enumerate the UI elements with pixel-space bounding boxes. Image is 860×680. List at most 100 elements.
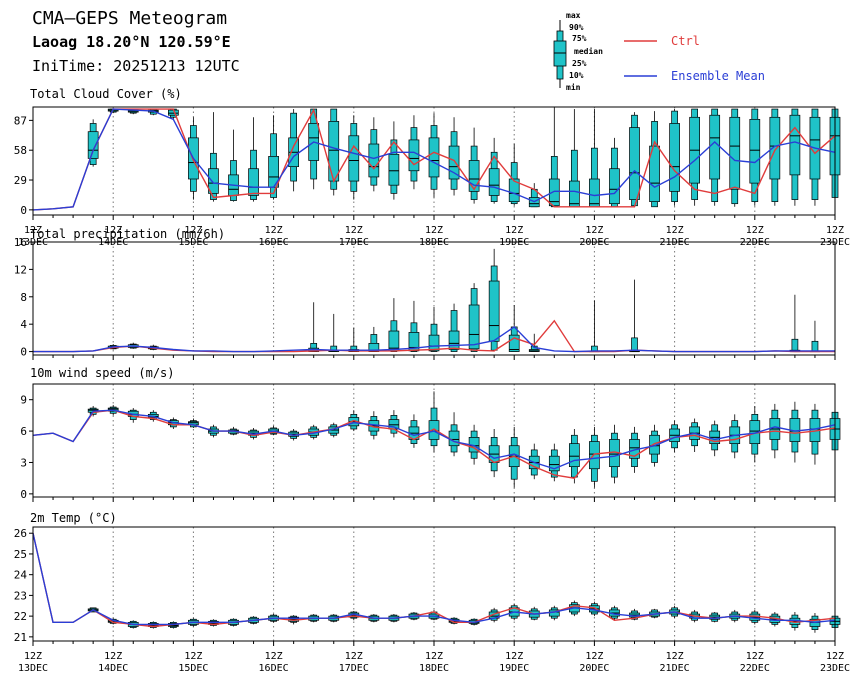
- x-tick-label-hour: 12Z: [345, 225, 363, 236]
- box-inner: [488, 168, 500, 196]
- y-tick-label: 22: [14, 610, 27, 623]
- box-inner: [428, 420, 440, 440]
- y-tick-label: 23: [14, 589, 27, 602]
- boxplot: [388, 121, 400, 200]
- legend-box-label: 90%: [569, 23, 584, 32]
- boxplot: [428, 307, 440, 352]
- box-inner: [348, 135, 360, 182]
- box-outer: [811, 340, 819, 352]
- box-inner: [368, 143, 380, 178]
- boxplot: [388, 410, 400, 438]
- box-inner: [87, 131, 99, 159]
- x-tick-label-hour: 12Z: [24, 651, 42, 662]
- x-tick-label-hour: 12Z: [505, 651, 523, 662]
- box-inner: [568, 443, 580, 468]
- x-tick-label-date: 15DEC: [178, 663, 208, 674]
- boxplot: [589, 300, 600, 353]
- y-tick-label: 87: [14, 114, 27, 127]
- boxplot: [248, 117, 259, 202]
- boxplot: [568, 428, 580, 484]
- panel-frame: [32, 526, 836, 642]
- y-tick-label: 0: [20, 204, 27, 217]
- boxplot: [749, 108, 761, 206]
- box-inner: [769, 116, 781, 180]
- boxplot: [368, 117, 380, 192]
- x-tick-label-hour: 12Z: [345, 651, 363, 662]
- x-tick-label-hour: 12Z: [826, 651, 844, 662]
- y-tick-label: 9: [20, 394, 27, 407]
- boxplot: [208, 112, 219, 202]
- boxplot: [548, 107, 560, 208]
- y-tick-label: 29: [14, 174, 27, 187]
- x-tick-label-hour: 12Z: [265, 651, 283, 662]
- x-tick-label-date: 23DEC: [820, 663, 850, 674]
- x-tick-label-date: 16DEC: [259, 663, 289, 674]
- legend-ctrl-label: Ctrl: [671, 34, 700, 48]
- y-tick-label: 16: [14, 236, 27, 249]
- box-inner: [649, 434, 660, 455]
- panel-title-wind: 10m wind speed (m/s): [30, 366, 175, 380]
- boxplot: [528, 333, 540, 352]
- ensemble-mean-line: [33, 325, 835, 353]
- box-inner: [508, 334, 520, 352]
- y-tick-label: 3: [20, 456, 27, 469]
- x-tick-label-hour: 12Z: [104, 225, 122, 236]
- boxplot: [809, 320, 821, 353]
- x-tick-label-hour: 12Z: [505, 225, 523, 236]
- box-inner: [729, 116, 741, 190]
- x-tick-label-hour: 12Z: [104, 651, 122, 662]
- y-tick-label: 6: [20, 425, 27, 438]
- x-tick-label-hour: 12Z: [666, 225, 684, 236]
- boxplot: [508, 144, 520, 206]
- box-inner: [468, 160, 480, 192]
- x-tick-label-hour: 12Z: [425, 225, 443, 236]
- boxplot: [669, 420, 680, 453]
- x-tick-label-hour: 12Z: [425, 651, 443, 662]
- legend-box-label: 25%: [572, 59, 587, 68]
- box-inner: [408, 139, 420, 172]
- y-tick-label: 25: [14, 548, 27, 561]
- boxplot: [629, 112, 640, 207]
- boxplot: [448, 117, 460, 196]
- legend-mean-label: Ensemble Mean: [671, 69, 765, 83]
- x-tick-label-hour: 12Z: [265, 225, 283, 236]
- legend-box-label: median: [574, 46, 603, 56]
- box-inner: [749, 118, 761, 184]
- panel-precip: Total precipitation (mm/6h) 0 4 8 12 16: [14, 227, 836, 360]
- x-tick-label-date: 20DEC: [579, 663, 609, 674]
- y-tick-label: 26: [14, 527, 27, 540]
- boxplot: [368, 326, 380, 352]
- boxplot: [268, 115, 279, 200]
- boxplot: [669, 109, 680, 206]
- chart-title: CMA—GEPS Meteogram: [32, 8, 228, 29]
- x-tick-label-hour: 12Z: [826, 225, 844, 236]
- x-tick-label-date: 22DEC: [740, 663, 770, 674]
- x-tick-label-hour: 12Z: [585, 225, 603, 236]
- boxplot: [468, 127, 480, 204]
- boxplot: [649, 111, 660, 208]
- box-inner: [448, 145, 460, 180]
- box-inner: [629, 127, 640, 200]
- boxplot: [348, 115, 360, 200]
- boxplot: [508, 305, 520, 352]
- boxplot: [448, 412, 460, 457]
- box-inner: [649, 145, 660, 202]
- y-tick-label: 24: [14, 569, 28, 582]
- location-label: Laoag 18.20°N 120.59°E: [32, 33, 231, 51]
- boxplot: [609, 424, 620, 484]
- boxplot: [328, 422, 340, 438]
- ctrl-line: [32, 108, 836, 211]
- boxplot: [228, 129, 239, 202]
- panel-frame: [32, 106, 836, 216]
- legend-box-label: min: [566, 82, 581, 92]
- ensemble-mean-line: [32, 409, 836, 470]
- boxplot: [528, 183, 540, 208]
- init-time-label: IniTime: 20251213 12UTC: [32, 57, 240, 75]
- x-tick-label-date: 21DEC: [660, 663, 690, 674]
- y-tick-label: 8: [20, 291, 27, 304]
- panel-title-precip: Total precipitation (mm/6h): [30, 227, 225, 241]
- y-tick-label: 0: [20, 488, 27, 501]
- boxplot: [629, 279, 640, 353]
- box-inner: [789, 114, 801, 176]
- boxplot: [408, 300, 420, 352]
